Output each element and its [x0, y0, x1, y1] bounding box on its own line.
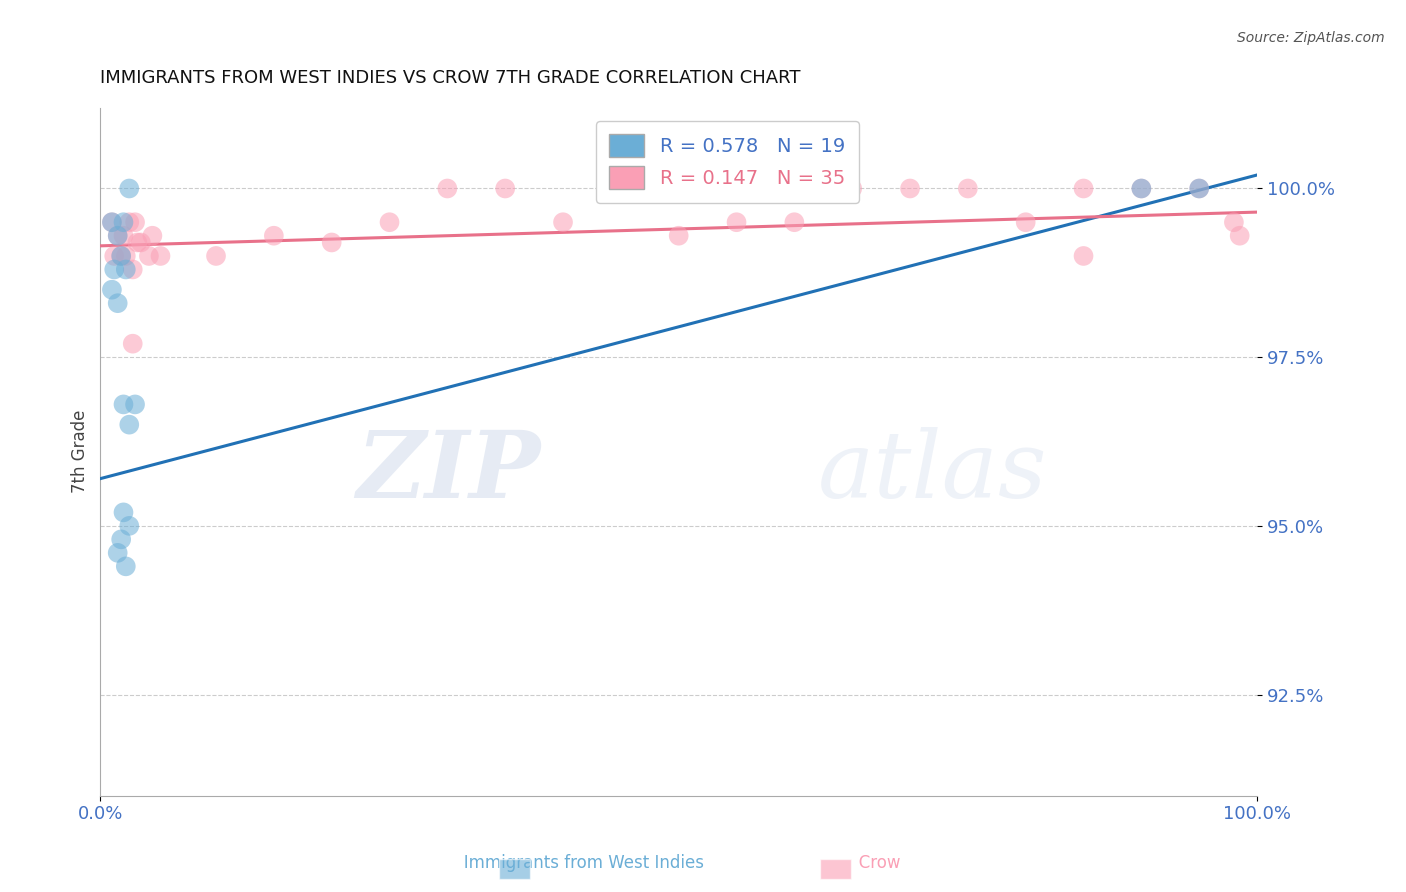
Point [378, 215, 401, 229]
Point [110, 249, 132, 263]
Point [898, 181, 921, 195]
Point [321, 235, 343, 250]
Y-axis label: 7th Grade: 7th Grade [72, 410, 89, 493]
Point [1229, 228, 1251, 243]
Point [110, 249, 132, 263]
Point [101, 283, 124, 297]
Point [668, 228, 690, 243]
Point [110, 533, 132, 547]
Text: Immigrants from West Indies: Immigrants from West Indies [449, 855, 704, 872]
Point [149, 249, 172, 263]
Point [436, 181, 458, 195]
Point [114, 249, 136, 263]
Point [725, 215, 748, 229]
Point [118, 181, 141, 195]
Point [263, 228, 285, 243]
Point [114, 262, 136, 277]
Point [1188, 181, 1211, 195]
Point [118, 519, 141, 533]
Point [551, 215, 574, 229]
Text: ZIP: ZIP [356, 427, 540, 517]
Point [783, 215, 806, 229]
Point [103, 262, 125, 277]
Point [112, 397, 135, 411]
Point [1188, 181, 1211, 195]
Text: atlas: atlas [817, 427, 1047, 517]
Point [112, 228, 135, 243]
Point [1073, 249, 1095, 263]
Point [129, 235, 152, 250]
Point [107, 228, 129, 243]
Point [121, 336, 143, 351]
Point [1015, 215, 1038, 229]
Point [494, 181, 516, 195]
Point [1130, 181, 1153, 195]
Point [114, 559, 136, 574]
Point [118, 215, 141, 229]
Point [107, 296, 129, 310]
Point [1073, 181, 1095, 195]
Text: IMMIGRANTS FROM WEST INDIES VS CROW 7TH GRADE CORRELATION CHART: IMMIGRANTS FROM WEST INDIES VS CROW 7TH … [100, 69, 801, 87]
Point [101, 215, 124, 229]
Point [103, 249, 125, 263]
Point [956, 181, 979, 195]
Point [124, 215, 146, 229]
Text: Source: ZipAtlas.com: Source: ZipAtlas.com [1237, 31, 1385, 45]
Point [112, 505, 135, 519]
Point [1223, 215, 1246, 229]
Legend: R = 0.578   N = 19, R = 0.147   N = 35: R = 0.578 N = 19, R = 0.147 N = 35 [596, 120, 859, 202]
Text: Crow: Crow [844, 855, 900, 872]
Point [1130, 181, 1153, 195]
Point [107, 546, 129, 560]
Point [107, 228, 129, 243]
Point [118, 417, 141, 432]
Point [138, 249, 160, 263]
Point [101, 215, 124, 229]
Point [841, 181, 863, 195]
Point [112, 215, 135, 229]
Point [127, 235, 149, 250]
Point [205, 249, 228, 263]
Point [141, 228, 163, 243]
Point [124, 397, 146, 411]
Point [121, 262, 143, 277]
